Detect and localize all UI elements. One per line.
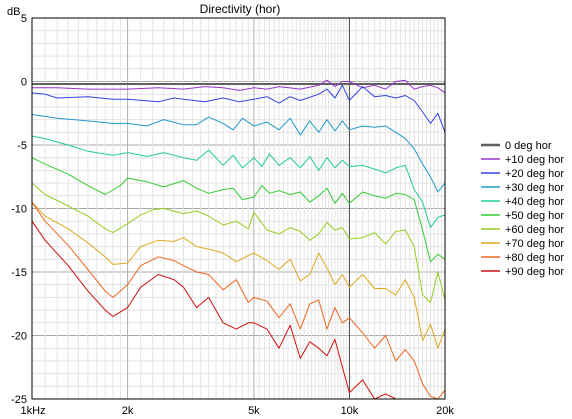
- x-tick-label: 5k: [248, 405, 260, 417]
- y-tick-label: 5: [21, 13, 27, 25]
- series-line-9: [32, 220, 445, 399]
- y-tick-label: 0: [21, 77, 27, 89]
- y-tick-labels: 5 0 -5 -10 -15 -20 -25: [11, 13, 27, 406]
- legend-label: +10 deg hor: [505, 154, 564, 166]
- y-tick-label: -20: [11, 331, 27, 343]
- y-axis-label: dB: [7, 6, 20, 18]
- x-tick-label: 2k: [122, 405, 134, 417]
- series-line-5: [32, 157, 445, 263]
- legend-label: +40 deg hor: [505, 196, 564, 208]
- y-tick-label: -10: [11, 204, 27, 216]
- series-lines: [32, 79, 445, 399]
- x-tick-labels: 1kHz 2k 5k 10k 20k: [20, 405, 454, 417]
- legend-label: 0 deg hor: [505, 140, 552, 152]
- legend-label: +30 deg hor: [505, 182, 564, 194]
- series-line-8: [32, 201, 445, 399]
- legend-label: +70 deg hor: [505, 238, 564, 250]
- y-tick-label: -25: [11, 394, 27, 406]
- x-tick-label: 1kHz: [20, 405, 45, 417]
- series-line-1: [32, 79, 445, 94]
- series-line-6: [32, 182, 445, 303]
- chart-title: Directivity (hor): [200, 2, 281, 16]
- legend: 0 deg hor +10 deg hor +20 deg hor +30 deg h…: [481, 140, 564, 278]
- series-line-4: [32, 135, 445, 229]
- legend-label: +60 deg hor: [505, 224, 564, 236]
- series-line-7: [32, 201, 445, 349]
- series-line-3: [32, 114, 445, 193]
- x-tick-label: 20k: [436, 405, 454, 417]
- y-tick-label: -5: [17, 140, 27, 152]
- y-tick-label: -15: [11, 267, 27, 279]
- legend-label: +90 deg hor: [505, 266, 564, 278]
- series-line-2: [32, 84, 445, 133]
- legend-label: +20 deg hor: [505, 168, 564, 180]
- legend-label: +80 deg hor: [505, 252, 564, 264]
- legend-label: +50 deg hor: [505, 210, 564, 222]
- x-tick-label: 10k: [341, 405, 359, 417]
- plot-frame: [31, 17, 446, 400]
